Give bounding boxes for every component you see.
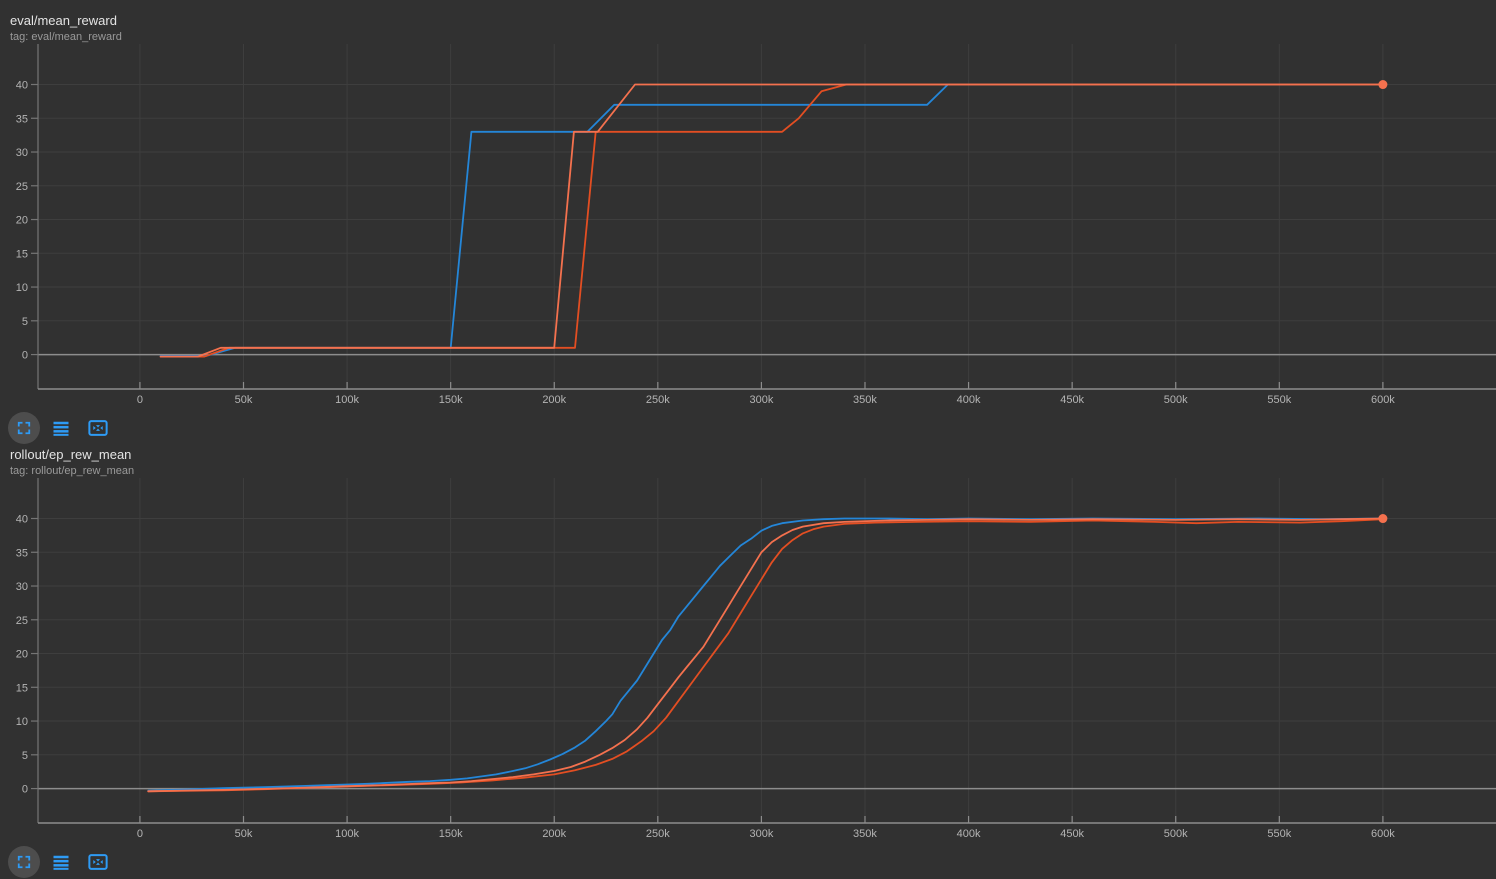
svg-text:100k: 100k xyxy=(335,394,359,406)
svg-text:5: 5 xyxy=(22,316,28,328)
svg-text:200k: 200k xyxy=(542,394,566,406)
card-header: rollout/ep_rew_mean tag: rollout/ep_rew_… xyxy=(0,444,1496,478)
chart-title: eval/mean_reward xyxy=(10,13,117,28)
scalar-card-rollout-ep-rew-mean: rollout/ep_rew_mean tag: rollout/ep_rew_… xyxy=(0,444,1496,878)
scalar-line-chart[interactable]: 0 50k 100k 150k 200k 250k 300k 350k 400k 450k 500k… xyxy=(0,44,1496,412)
svg-text:0: 0 xyxy=(137,394,143,406)
svg-text:40: 40 xyxy=(16,80,28,92)
chart-title: rollout/ep_rew_mean xyxy=(10,447,132,462)
svg-text:50k: 50k xyxy=(235,828,253,840)
card-header: eval/mean_reward tag: eval/mean_reward xyxy=(0,0,1496,44)
scalar-card-eval-mean-reward: eval/mean_reward tag: eval/mean_reward 0… xyxy=(0,0,1496,444)
card-toolbar xyxy=(0,412,1496,444)
series-run-blue[interactable] xyxy=(159,83,1384,357)
expand-card-button[interactable] xyxy=(8,412,40,444)
svg-text:20: 20 xyxy=(16,649,28,661)
svg-text:200k: 200k xyxy=(542,828,566,840)
svg-text:35: 35 xyxy=(16,113,28,125)
svg-text:50k: 50k xyxy=(235,394,253,406)
svg-text:550k: 550k xyxy=(1267,394,1291,406)
svg-text:550k: 550k xyxy=(1267,828,1291,840)
svg-text:450k: 450k xyxy=(1060,394,1084,406)
svg-text:30: 30 xyxy=(16,147,28,159)
svg-text:0: 0 xyxy=(137,828,143,840)
svg-text:500k: 500k xyxy=(1164,828,1188,840)
series-run-orange-light[interactable] xyxy=(159,83,1384,358)
data-table-button[interactable] xyxy=(45,846,77,878)
fit-box-icon xyxy=(88,420,108,436)
svg-text:500k: 500k xyxy=(1164,394,1188,406)
fullscreen-corners-icon xyxy=(17,421,31,435)
svg-text:10: 10 xyxy=(16,282,28,294)
svg-text:0: 0 xyxy=(22,350,28,362)
series-end-dot[interactable] xyxy=(1378,514,1388,524)
svg-text:15: 15 xyxy=(16,682,28,694)
svg-text:400k: 400k xyxy=(957,828,981,840)
svg-text:40: 40 xyxy=(16,514,28,526)
svg-text:250k: 250k xyxy=(646,828,670,840)
scalar-line-chart[interactable]: 0 50k 100k 150k 200k 250k 300k 350k 400k 450k 500k… xyxy=(0,478,1496,846)
svg-text:0: 0 xyxy=(22,784,28,796)
svg-text:5: 5 xyxy=(22,750,28,762)
series-run-orange-light[interactable] xyxy=(147,517,1384,793)
chart-tag-subtitle: tag: eval/mean_reward xyxy=(10,31,122,43)
fit-domain-button[interactable] xyxy=(82,846,114,878)
svg-text:300k: 300k xyxy=(749,828,773,840)
svg-text:250k: 250k xyxy=(646,394,670,406)
svg-text:20: 20 xyxy=(16,215,28,227)
svg-text:600k: 600k xyxy=(1371,828,1395,840)
svg-text:100k: 100k xyxy=(335,828,359,840)
fullscreen-corners-icon xyxy=(17,855,31,869)
svg-text:10: 10 xyxy=(16,716,28,728)
svg-text:450k: 450k xyxy=(1060,828,1084,840)
svg-text:600k: 600k xyxy=(1371,394,1395,406)
fit-box-icon xyxy=(88,854,108,870)
svg-text:400k: 400k xyxy=(957,394,981,406)
svg-text:25: 25 xyxy=(16,181,28,193)
svg-text:150k: 150k xyxy=(439,828,463,840)
svg-text:350k: 350k xyxy=(853,828,877,840)
card-toolbar xyxy=(0,846,1496,878)
svg-text:25: 25 xyxy=(16,615,28,627)
svg-text:15: 15 xyxy=(16,248,28,260)
data-table-button[interactable] xyxy=(45,412,77,444)
svg-text:150k: 150k xyxy=(439,394,463,406)
svg-text:300k: 300k xyxy=(749,394,773,406)
series-run-orange-dark[interactable] xyxy=(147,518,1384,793)
horizontal-lines-icon xyxy=(53,855,69,870)
fit-domain-button[interactable] xyxy=(82,412,114,444)
series-run-blue[interactable] xyxy=(147,517,1384,792)
series-run-orange-dark[interactable] xyxy=(159,83,1384,358)
horizontal-lines-icon xyxy=(53,421,69,436)
svg-text:350k: 350k xyxy=(853,394,877,406)
series-end-dot[interactable] xyxy=(1378,80,1388,90)
svg-text:35: 35 xyxy=(16,547,28,559)
chart-tag-subtitle: tag: rollout/ep_rew_mean xyxy=(10,465,135,477)
svg-text:30: 30 xyxy=(16,581,28,593)
expand-card-button[interactable] xyxy=(8,846,40,878)
